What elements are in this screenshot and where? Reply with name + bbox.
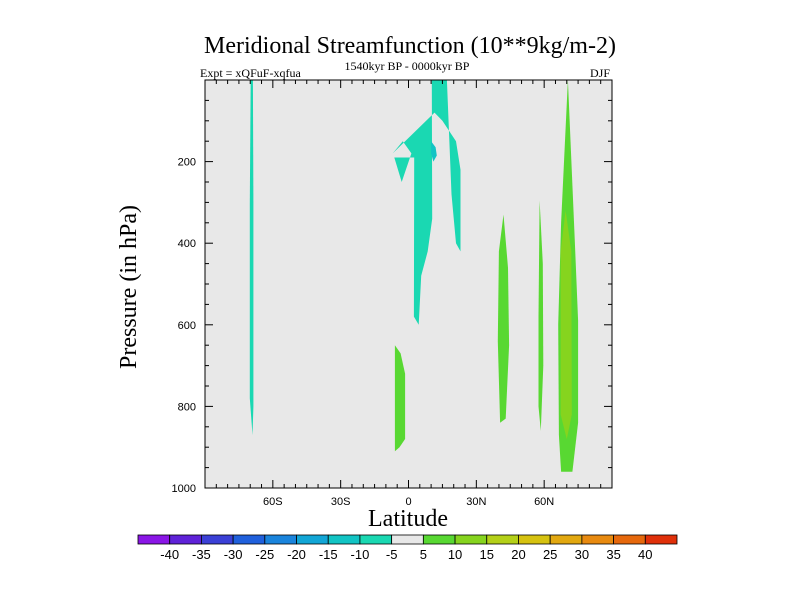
- contour-regions: [249, 80, 579, 472]
- colorbar-swatch: [454, 534, 488, 545]
- contour-region-neg-tropical-core: [431, 141, 437, 162]
- colorbar-label: -35: [192, 547, 211, 562]
- colorbar-swatch: [486, 534, 519, 545]
- colorbar-labels: -40 -35 -30 -25 -20 -15 -10 -5 5 10 15 20 25 30 35 40: [160, 547, 652, 562]
- colorbar-label: -25: [255, 547, 274, 562]
- contour-region-neg-tropical-upper: [392, 80, 461, 325]
- colorbar: [137, 534, 678, 545]
- y-tick-label: 200: [178, 157, 196, 169]
- colorbar-label: 25: [543, 547, 557, 562]
- colorbar-label: 35: [606, 547, 620, 562]
- x-tick-label: 0: [405, 496, 411, 508]
- colorbar-label: -5: [386, 547, 398, 562]
- x-tick-label: 60N: [534, 496, 554, 508]
- colorbar-label: -30: [224, 547, 243, 562]
- colorbar-swatch: [137, 534, 171, 545]
- colorbar-label: -20: [287, 547, 306, 562]
- colorbar-label: -15: [319, 547, 338, 562]
- contour-region-neg-strip-64s: [249, 80, 254, 435]
- x-tick-label: 60S: [263, 496, 283, 508]
- x-axis-label: Latitude: [368, 506, 448, 532]
- colorbar-swatch: [359, 534, 393, 545]
- colorbar-swatch: [549, 534, 583, 545]
- colorbar-swatch: [422, 534, 456, 545]
- colorbar-label: -10: [351, 547, 370, 562]
- colorbar-label: 20: [511, 547, 525, 562]
- axis-ticks: [204, 79, 613, 489]
- colorbar-label: 10: [448, 547, 462, 562]
- colorbar-label: 5: [420, 547, 427, 562]
- y-axis-label: Pressure (in hPa): [116, 205, 142, 369]
- y-tick-label: 1000: [172, 483, 196, 495]
- axis-tick-labels: 60S 30S 0 30N 60N 200 400 600 800 1000: [172, 157, 555, 508]
- x-tick-label: 30S: [331, 496, 351, 508]
- colorbar-swatch: [391, 534, 424, 545]
- colorbar-swatch: [201, 534, 234, 545]
- colorbar-swatch: [613, 534, 646, 545]
- chart-title: Meridional Streamfunction (10**9kg/m-2): [204, 33, 616, 59]
- colorbar-swatch: [518, 534, 551, 545]
- y-tick-label: 600: [178, 320, 196, 332]
- contour-region-pos-jet-70n-inner: [560, 210, 572, 439]
- colorbar-swatch: [232, 534, 266, 545]
- colorbar-swatch: [644, 534, 678, 545]
- colorbar-swatch: [296, 534, 329, 545]
- contour-region-pos-strip-57n: [538, 200, 544, 431]
- contour-region-pos-equatorial-lower: [394, 345, 406, 452]
- y-tick-label: 800: [178, 401, 196, 413]
- y-tick-label: 400: [178, 238, 196, 250]
- colorbar-swatch: [169, 534, 202, 545]
- colorbar-label: 40: [638, 547, 652, 562]
- colorbar-label: 15: [480, 547, 494, 562]
- colorbar-swatch: [327, 534, 361, 545]
- colorbar-label: 30: [575, 547, 589, 562]
- colorbar-swatch: [581, 534, 614, 545]
- experiment-label: Expt = xQFuF-xqfua: [200, 66, 301, 80]
- period-label: 1540kyr BP - 0000kyr BP: [345, 59, 470, 73]
- colorbar-label: -40: [160, 547, 179, 562]
- contour-region-pos-strip-40n: [497, 214, 510, 423]
- x-tick-label: 30N: [466, 496, 486, 508]
- colorbar-swatch: [264, 534, 297, 545]
- season-label: DJF: [590, 66, 610, 80]
